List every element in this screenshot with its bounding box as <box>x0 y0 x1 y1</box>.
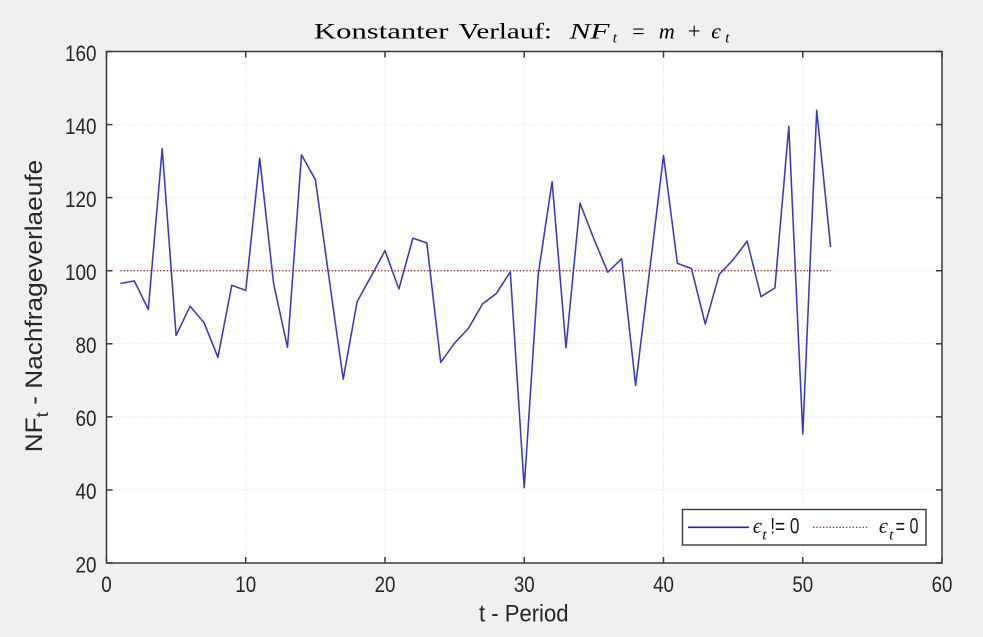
svg-text:Konstanter: Konstanter <box>314 18 449 43</box>
svg-text:Verlauf:: Verlauf: <box>459 18 552 43</box>
svg-text:10: 10 <box>235 572 256 597</box>
svg-text:NF: NF <box>568 18 610 43</box>
svg-text:80: 80 <box>76 333 97 358</box>
svg-text:160: 160 <box>65 41 97 66</box>
svg-text:= 0: = 0 <box>896 514 919 539</box>
svg-text:140: 140 <box>65 114 97 139</box>
svg-text:60: 60 <box>932 572 953 597</box>
svg-text:є: є <box>753 513 762 538</box>
svg-text:20: 20 <box>76 552 97 577</box>
svg-text:+: + <box>688 18 700 43</box>
svg-text:t: t <box>762 528 768 544</box>
svg-text:50: 50 <box>792 572 813 597</box>
svg-text:40: 40 <box>653 572 674 597</box>
svg-text:40: 40 <box>76 479 97 504</box>
svg-text:t: t <box>725 31 730 47</box>
svg-text:120: 120 <box>65 187 97 212</box>
svg-text:60: 60 <box>76 406 97 431</box>
svg-text:t: t <box>889 528 895 544</box>
svg-text:t: t <box>613 31 618 47</box>
svg-text:100: 100 <box>65 260 97 285</box>
svg-text:є: є <box>879 513 888 538</box>
svg-text:!= 0: != 0 <box>770 514 799 539</box>
svg-text:=: = <box>632 18 644 43</box>
svg-text:NFt - Nachfrageverlaeufe: NFt - Nachfrageverlaeufe <box>21 160 52 453</box>
svg-text:t - Period: t - Period <box>479 601 569 628</box>
svg-text:m: m <box>659 18 675 43</box>
svg-text:0: 0 <box>101 572 112 597</box>
svg-text:20: 20 <box>375 572 396 597</box>
svg-text:є: є <box>711 18 721 43</box>
svg-text:30: 30 <box>514 572 535 597</box>
